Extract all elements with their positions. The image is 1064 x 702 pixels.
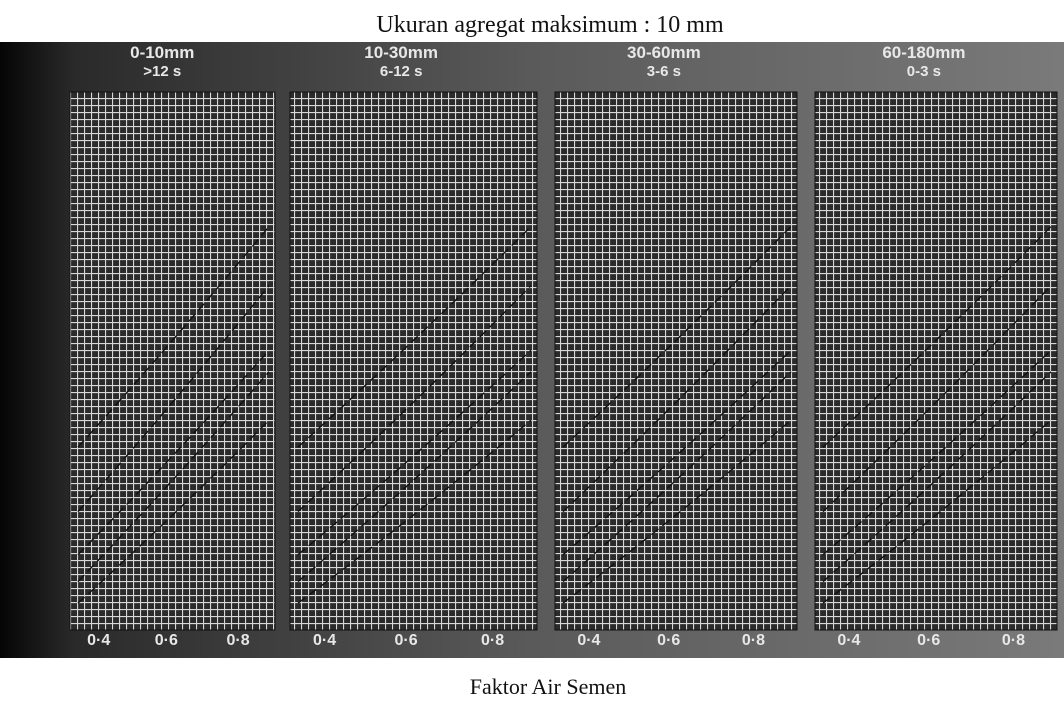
curve	[297, 226, 532, 448]
curve	[77, 419, 270, 604]
curve	[822, 226, 1052, 448]
x-tick-label: 0·4	[87, 632, 110, 649]
x-tick-label: 0·6	[155, 632, 178, 649]
panel-size-label: 0-10mm	[130, 43, 194, 62]
curve	[77, 371, 270, 583]
x-tick-label: 0·8	[481, 632, 504, 649]
x-tick-label: 0·4	[577, 632, 600, 649]
x-tick-label: 0·4	[313, 632, 336, 649]
figure-title: Ukuran agregat maksimum : 10 mm	[376, 12, 724, 38]
x-axis-label: Faktor Air Semen	[470, 674, 626, 699]
curve	[562, 371, 792, 583]
curve	[297, 419, 532, 604]
curve	[822, 419, 1052, 604]
panel-size-label: 30-60mm	[627, 43, 701, 62]
x-tick-label: 0·4	[837, 632, 860, 649]
panel-size-label: 60-180mm	[882, 43, 965, 62]
curve	[297, 371, 532, 583]
panel-time-label: 6-12 s	[380, 63, 423, 80]
curve	[562, 419, 792, 604]
curve	[822, 285, 1052, 513]
curve	[562, 285, 792, 513]
grid-area	[814, 91, 1058, 631]
curve	[822, 371, 1052, 583]
x-tick-label: 0·6	[395, 632, 418, 649]
curve	[297, 285, 532, 513]
grid-area	[69, 91, 276, 631]
x-tick-label: 0·6	[657, 632, 680, 649]
panel-time-label: 3-6 s	[647, 63, 681, 80]
x-tick-label: 0·8	[1002, 632, 1025, 649]
curve	[77, 226, 270, 448]
x-tick-label: 0·6	[917, 632, 940, 649]
curve	[297, 349, 532, 556]
curve	[77, 349, 270, 556]
panel-time-label: >12 s	[143, 63, 181, 80]
curve	[562, 226, 792, 448]
panel-size-label: 10-30mm	[364, 43, 438, 62]
panel-time-label: 0-3 s	[907, 63, 941, 80]
x-tick-label: 0·8	[227, 632, 250, 649]
curve	[77, 285, 270, 513]
grid-area	[554, 91, 798, 631]
grid-area	[289, 91, 538, 631]
x-tick-label: 0·8	[742, 632, 765, 649]
